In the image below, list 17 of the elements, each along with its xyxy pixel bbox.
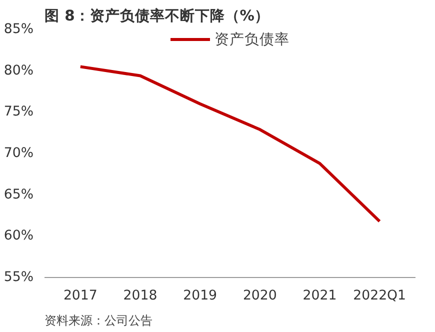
line-series	[78, 65, 382, 223]
y-tick-label: 55%	[4, 270, 34, 285]
x-tick-label: 2019	[183, 288, 218, 304]
y-tick-label: 80%	[4, 63, 34, 78]
y-tick-label: 65%	[4, 187, 34, 202]
y-tick-label: 70%	[4, 146, 34, 161]
y-tick-label: 60%	[4, 228, 34, 244]
text: 资料来源：公司公告	[44, 314, 152, 328]
y-tick-label: 85%	[4, 22, 34, 37]
x-tick-label: 2018	[123, 288, 158, 304]
y-tick-label: 75%	[4, 104, 34, 120]
x-tick-label: 2021	[302, 288, 337, 304]
chart-title: 图 8：资产负债率不断下降（%）	[44, 6, 270, 24]
x-tick-label: 2020	[242, 288, 277, 304]
x-tick-label: 2022Q1	[353, 288, 406, 304]
legend-label: 资产负债率	[214, 30, 290, 48]
x-tick-label: 2017	[63, 288, 98, 304]
